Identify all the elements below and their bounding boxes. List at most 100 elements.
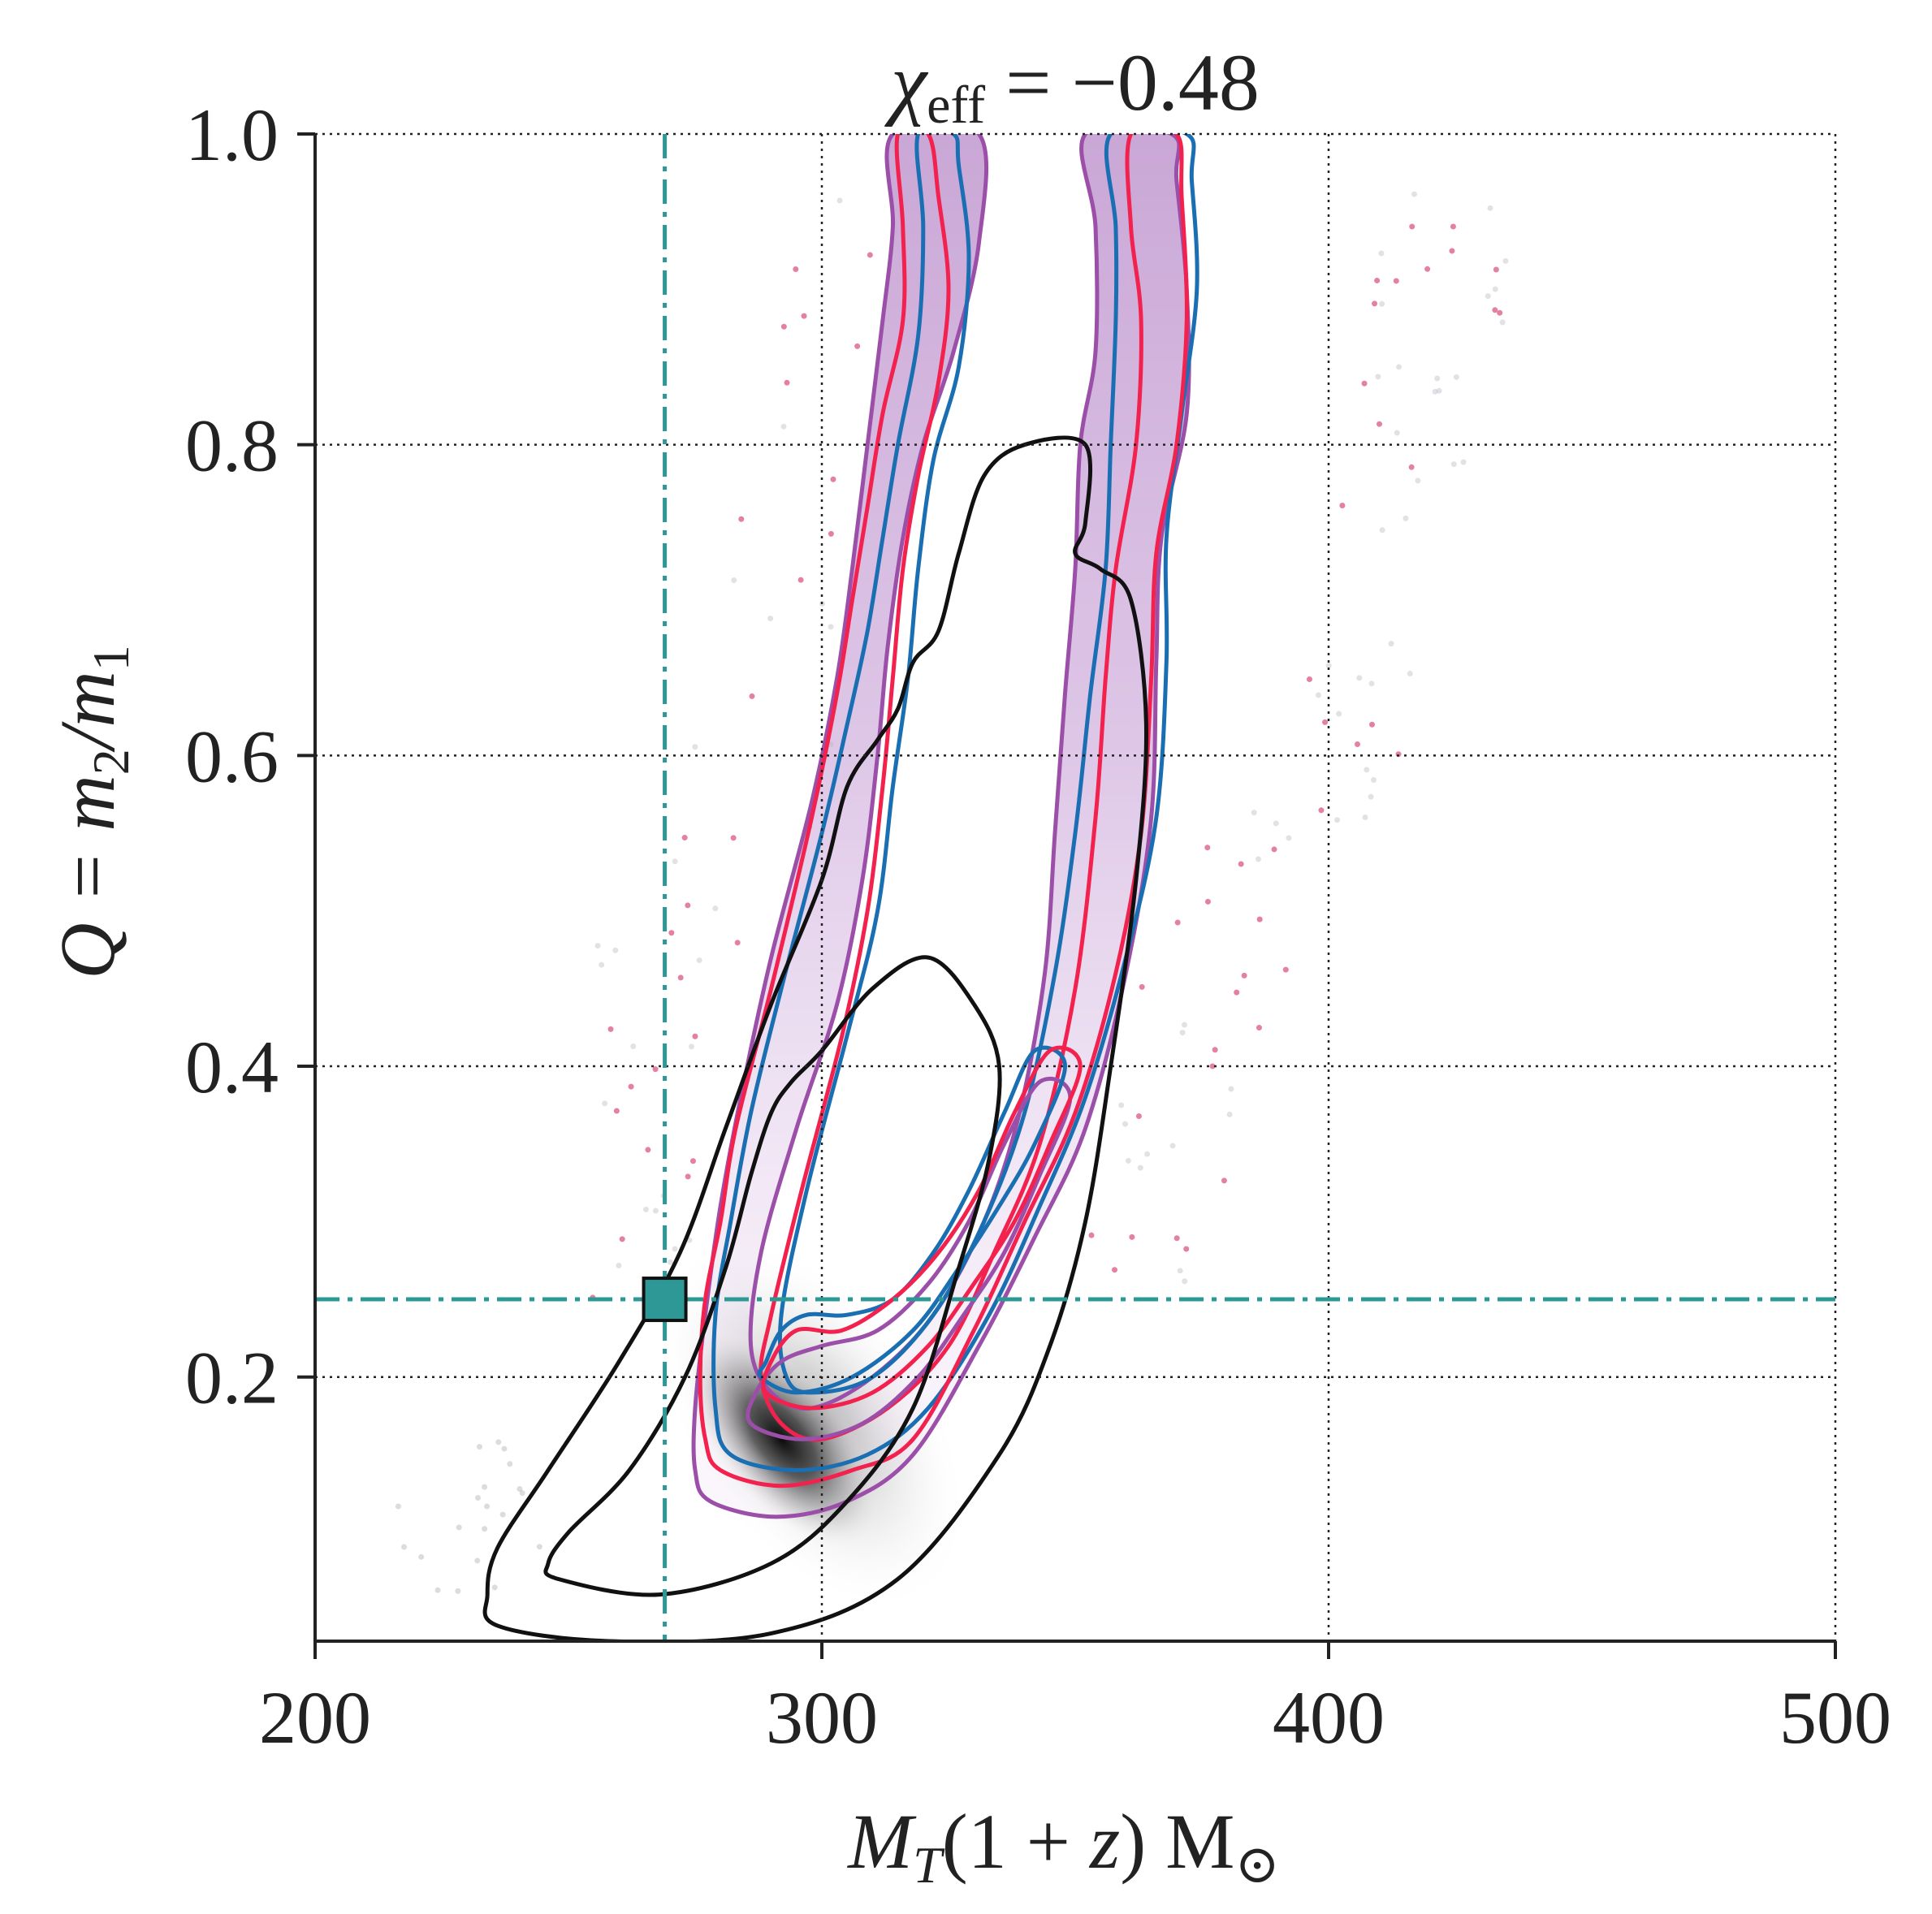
scatter-point bbox=[507, 1461, 513, 1467]
scatter-point bbox=[793, 266, 799, 273]
scatter-point bbox=[1368, 793, 1374, 800]
purple-density-fill bbox=[694, 134, 1190, 1517]
scatter-point bbox=[491, 1584, 498, 1591]
scatter-point bbox=[476, 1444, 482, 1450]
scatter-point bbox=[1450, 461, 1457, 468]
scatter-point bbox=[1394, 430, 1400, 436]
scatter-point bbox=[1432, 388, 1438, 395]
scatter-point bbox=[456, 1524, 462, 1531]
y-axis-label: Q = m2/m1 bbox=[44, 645, 140, 979]
scatter-point bbox=[652, 1066, 659, 1073]
scatter-point bbox=[734, 940, 741, 946]
scatter-point bbox=[474, 1558, 481, 1564]
scatter-point bbox=[685, 902, 691, 909]
scatter-point bbox=[607, 1026, 614, 1032]
gray-contour-outer bbox=[482, 435, 1149, 1641]
axes: 200 300 400 500 0.2 0.4 0.6 0.8 1.0 bbox=[185, 93, 1891, 1759]
scatter-point bbox=[1137, 1164, 1143, 1171]
plot-area bbox=[395, 134, 1509, 1641]
x-tick-label: 200 bbox=[259, 1676, 371, 1759]
scatter-point bbox=[1144, 1151, 1151, 1157]
scatter-point bbox=[630, 1043, 637, 1050]
scatter-point bbox=[495, 1439, 502, 1445]
scatter-point bbox=[1460, 459, 1467, 465]
scatter-point bbox=[1212, 1047, 1218, 1053]
scatter-point bbox=[1204, 898, 1211, 905]
scatter-point bbox=[1375, 374, 1381, 380]
scatter-point bbox=[1173, 1235, 1180, 1242]
y-tick-label: 0.2 bbox=[185, 1337, 279, 1419]
scatter-point bbox=[1492, 286, 1498, 292]
y-tick-label: 0.6 bbox=[185, 715, 279, 797]
scatter-point bbox=[1336, 711, 1342, 717]
y-tick-label: 1.0 bbox=[185, 93, 279, 176]
scatter-point bbox=[836, 197, 843, 204]
scatter-point bbox=[1379, 300, 1385, 307]
scatter-point bbox=[830, 476, 836, 482]
scatter-point bbox=[1177, 1268, 1183, 1274]
scatter-point bbox=[516, 1486, 523, 1493]
scatter-point bbox=[780, 323, 787, 330]
gray-density-core bbox=[681, 1328, 881, 1550]
scatter-point bbox=[1256, 916, 1263, 922]
scatter-point bbox=[1234, 989, 1240, 996]
scatter-point bbox=[1415, 477, 1421, 484]
scatter-point bbox=[499, 1511, 506, 1518]
scatter-point bbox=[828, 624, 834, 630]
scatter-point bbox=[1139, 983, 1145, 990]
scatter-point bbox=[668, 930, 675, 936]
scatter-point bbox=[677, 974, 684, 981]
scatter-point bbox=[1088, 1232, 1095, 1238]
scatter-point bbox=[1325, 663, 1332, 669]
scatter-point bbox=[1135, 1113, 1142, 1119]
scatter-point bbox=[1112, 1267, 1118, 1273]
scatter-point bbox=[681, 835, 688, 841]
scatter-point bbox=[1485, 293, 1491, 300]
grid-layer bbox=[315, 132, 1837, 1641]
scatter-point bbox=[1362, 814, 1368, 821]
scatter-point bbox=[1228, 1086, 1234, 1092]
scatter-point bbox=[854, 343, 861, 349]
scatter-point bbox=[602, 1100, 608, 1107]
scatter-point bbox=[1271, 846, 1277, 853]
scatter-point bbox=[731, 577, 737, 584]
scatter-point bbox=[1372, 300, 1378, 307]
scatter-point bbox=[667, 1259, 673, 1265]
scatter-point bbox=[1118, 1102, 1125, 1108]
scatter-point bbox=[1376, 421, 1382, 427]
scatter-point bbox=[1226, 1111, 1233, 1117]
red-contour-inner bbox=[761, 1045, 1083, 1411]
x-axis-label: MT(1 + z) M⊙ bbox=[846, 1798, 1280, 1895]
scatter-point bbox=[612, 947, 619, 953]
scatter-point bbox=[1251, 810, 1257, 816]
scatter-point bbox=[642, 1206, 649, 1212]
scatter-point bbox=[1408, 464, 1415, 470]
scatter-point bbox=[455, 1588, 461, 1594]
scatter-point bbox=[474, 1495, 481, 1501]
scatter-point bbox=[616, 1262, 622, 1268]
scatter-point bbox=[1502, 257, 1509, 264]
scatter-point bbox=[1339, 503, 1346, 509]
scatter-point bbox=[685, 1173, 691, 1180]
scatter-point bbox=[652, 1208, 659, 1214]
scatter-layer bbox=[395, 191, 1509, 1594]
scatter-point bbox=[780, 423, 787, 430]
scatter-point bbox=[1306, 676, 1312, 682]
scatter-point bbox=[712, 905, 719, 912]
scatter-point bbox=[1403, 515, 1409, 521]
gray-contour-inner bbox=[543, 955, 1002, 1597]
scatter-point bbox=[689, 1043, 695, 1050]
scatter-point bbox=[1361, 380, 1368, 387]
scatter-point bbox=[1499, 319, 1506, 326]
true-value-marker bbox=[642, 1277, 688, 1323]
scatter-point bbox=[1388, 641, 1394, 647]
scatter-point bbox=[1322, 719, 1329, 725]
scatter-point bbox=[1449, 248, 1455, 254]
scatter-point bbox=[1396, 364, 1403, 370]
scatter-point bbox=[1354, 741, 1360, 748]
scatter-point bbox=[1356, 675, 1363, 681]
scatter-point bbox=[1182, 1278, 1188, 1285]
scatter-point bbox=[1238, 861, 1244, 867]
scatter-point bbox=[1371, 777, 1377, 784]
